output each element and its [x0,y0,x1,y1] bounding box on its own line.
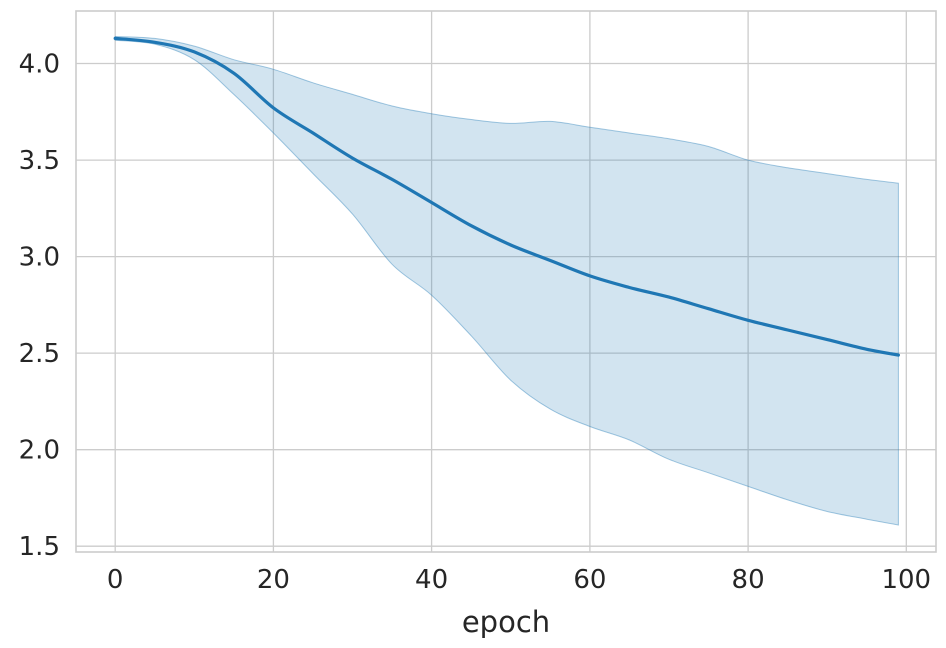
plot-border [75,10,937,553]
x-axis-label: epoch [462,605,550,639]
y-tick-label: 2.5 [19,339,60,369]
x-tick-label: 40 [415,565,448,595]
x-tick-labels: 0 20 40 60 80 100 [107,565,931,595]
y-tick-label: 3.5 [19,146,60,176]
x-tick-label: 100 [881,565,931,595]
confidence-band [114,35,899,526]
y-tick-label: 4.0 [19,50,60,80]
y-tick-label: 1.5 [19,532,60,562]
y-tick-label: 3.0 [19,243,60,273]
y-tick-labels: 1.5 2.0 2.5 3.0 3.5 4.0 [19,50,60,563]
x-tick-label: 60 [573,565,606,595]
data-series [113,35,900,526]
mean-line [113,36,900,357]
x-tick-label: 80 [732,565,765,595]
x-tick-label: 0 [107,565,124,595]
y-tick-label: 2.0 [19,436,60,466]
x-tick-label: 20 [257,565,290,595]
